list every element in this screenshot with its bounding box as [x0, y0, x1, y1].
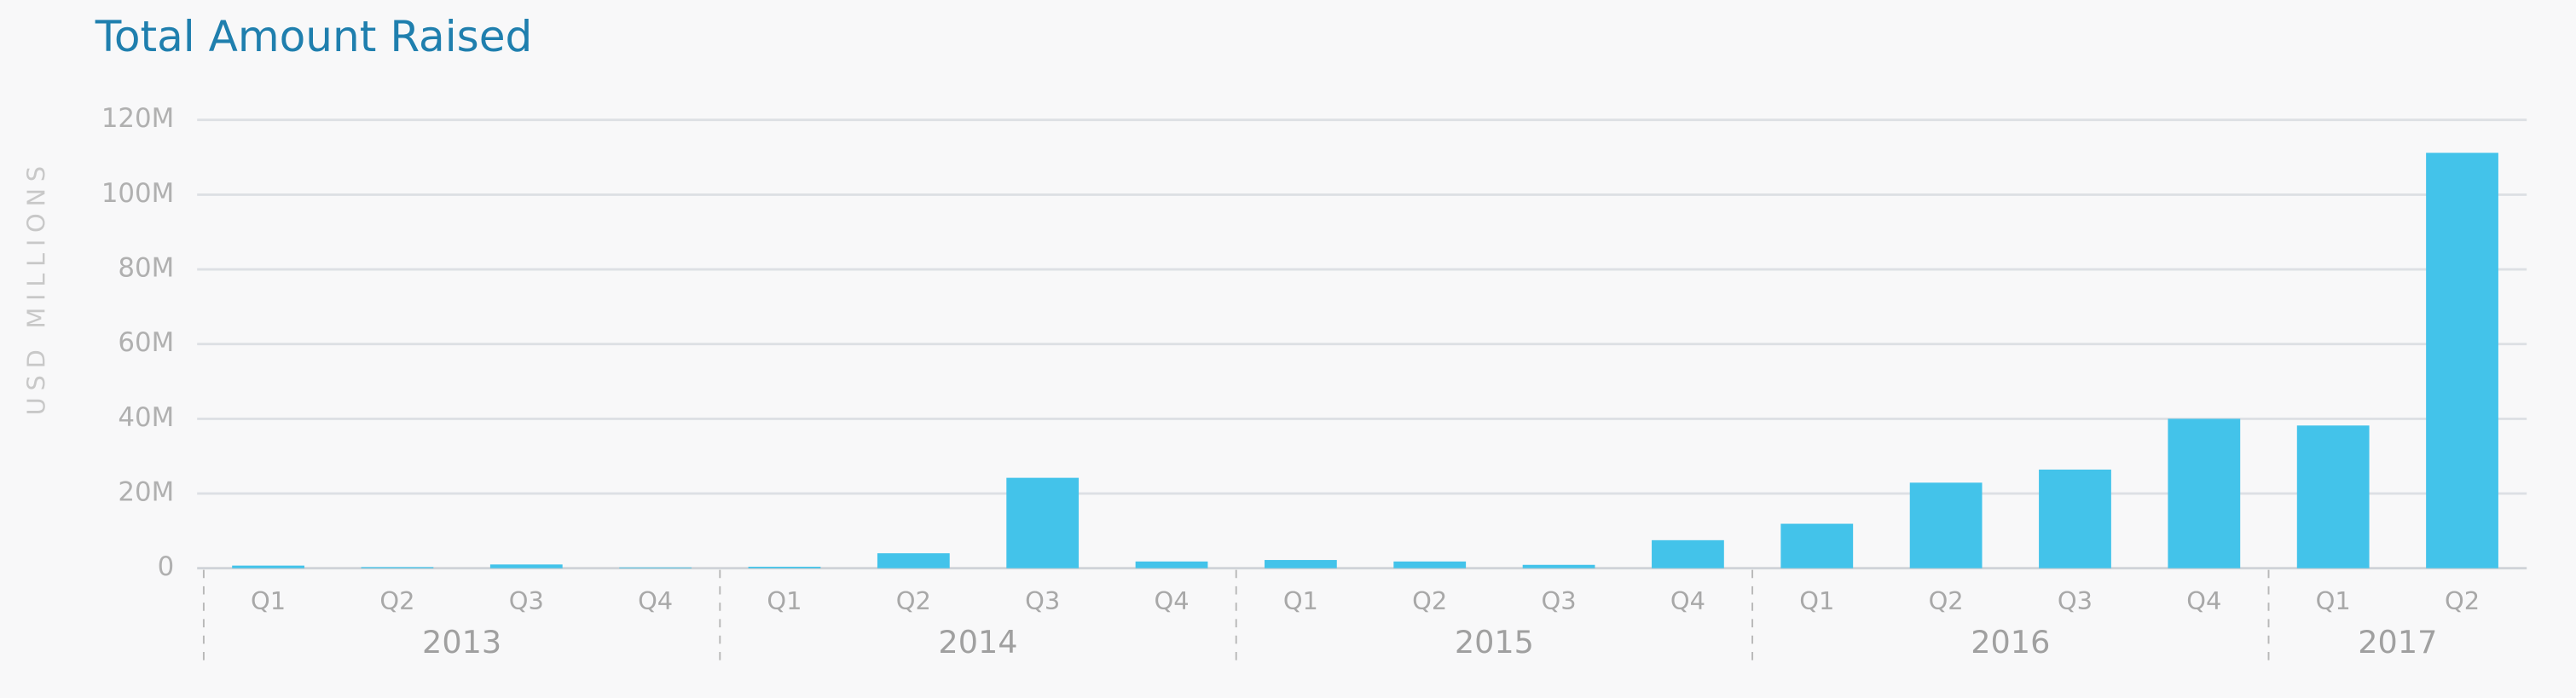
bar [2296, 425, 2370, 568]
chart-title: Total Amount Raised [95, 12, 533, 61]
bar [1264, 560, 1337, 568]
x-tick-label: Q4 [2186, 586, 2221, 615]
x-tick-label: Q2 [1929, 586, 1964, 615]
bar [1135, 561, 1208, 568]
bar [1522, 564, 1595, 568]
bar [1780, 523, 1854, 568]
y-tick-label: 0 [158, 551, 175, 582]
y-tick-label: 60M [118, 327, 174, 358]
x-tick-label: Q1 [1799, 586, 1834, 615]
x-tick-label: Q1 [1283, 586, 1318, 615]
x-tick-label: Q2 [2445, 586, 2480, 615]
bar [2039, 469, 2111, 568]
bar [2426, 153, 2498, 568]
x-tick-label: Q4 [638, 586, 673, 615]
x-tick-label: Q3 [2058, 586, 2093, 615]
bar [877, 553, 950, 568]
bar [1652, 539, 1724, 568]
y-tick-label: 40M [118, 402, 174, 433]
x-tick-label: Q1 [251, 586, 286, 615]
bar [1006, 477, 1080, 568]
x-tick-label: Q1 [767, 586, 802, 615]
x-tick-label: Q2 [1412, 586, 1447, 615]
y-tick-label: 120M [101, 103, 174, 134]
year-label: 2014 [938, 624, 1017, 661]
bar [361, 567, 434, 568]
year-label: 2016 [1971, 624, 2050, 661]
x-tick-label: Q4 [1670, 586, 1705, 615]
y-axis-label: USD MILLIONS [21, 159, 50, 415]
y-tick-label: 20M [118, 477, 174, 508]
y-tick-label: 100M [101, 178, 174, 209]
bar [232, 565, 304, 568]
bar [1909, 482, 1983, 568]
bar [2168, 418, 2241, 568]
year-label: 2015 [1455, 624, 1534, 661]
x-tick-label: Q2 [896, 586, 931, 615]
bar [748, 566, 821, 568]
x-tick-label: Q4 [1154, 586, 1189, 615]
y-tick-label: 80M [118, 253, 174, 284]
x-tick-label: Q3 [1025, 586, 1060, 615]
year-label: 2017 [2358, 624, 2437, 661]
x-tick-label: Q3 [1542, 586, 1577, 615]
x-tick-label: Q3 [509, 586, 544, 615]
x-tick-label: Q2 [379, 586, 414, 615]
bar [489, 564, 563, 568]
year-label: 2013 [422, 624, 501, 661]
bar [1393, 561, 1467, 568]
x-tick-label: Q1 [2316, 586, 2351, 615]
